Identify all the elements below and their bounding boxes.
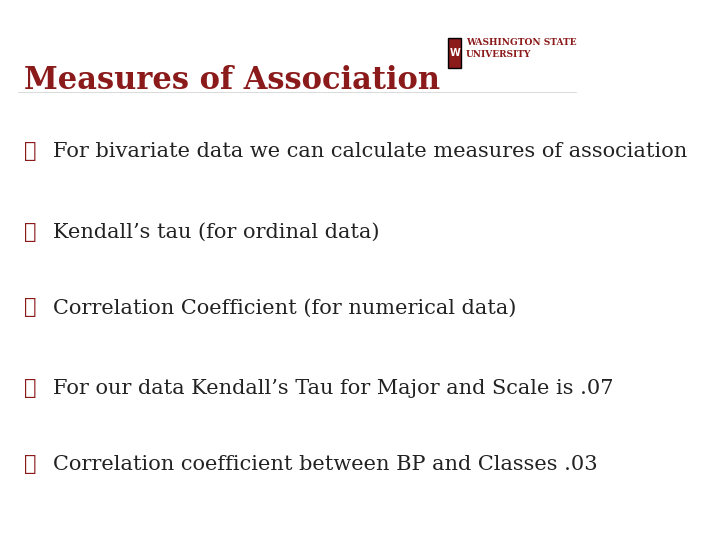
Text: Measures of Association: Measures of Association <box>24 65 440 96</box>
Text: Correlation coefficient between BP and Classes .03: Correlation coefficient between BP and C… <box>53 455 598 474</box>
Text: For our data Kendall’s Tau for Major and Scale is .07: For our data Kendall’s Tau for Major and… <box>53 379 614 399</box>
Text: ❖: ❖ <box>24 222 36 242</box>
Text: ❖: ❖ <box>24 141 36 161</box>
Text: Kendall’s tau (for ordinal data): Kendall’s tau (for ordinal data) <box>53 222 380 242</box>
Text: W: W <box>449 48 460 58</box>
Text: ❖: ❖ <box>24 379 36 399</box>
Text: Correlation Coefficient (for numerical data): Correlation Coefficient (for numerical d… <box>53 298 517 318</box>
Text: For bivariate data we can calculate measures of association: For bivariate data we can calculate meas… <box>53 141 688 161</box>
Text: ❖: ❖ <box>24 298 36 318</box>
Text: WASHINGTON STATE: WASHINGTON STATE <box>466 38 577 47</box>
Text: ❖: ❖ <box>24 455 36 474</box>
FancyBboxPatch shape <box>448 38 462 68</box>
Text: UNIVERSITY: UNIVERSITY <box>466 50 531 59</box>
